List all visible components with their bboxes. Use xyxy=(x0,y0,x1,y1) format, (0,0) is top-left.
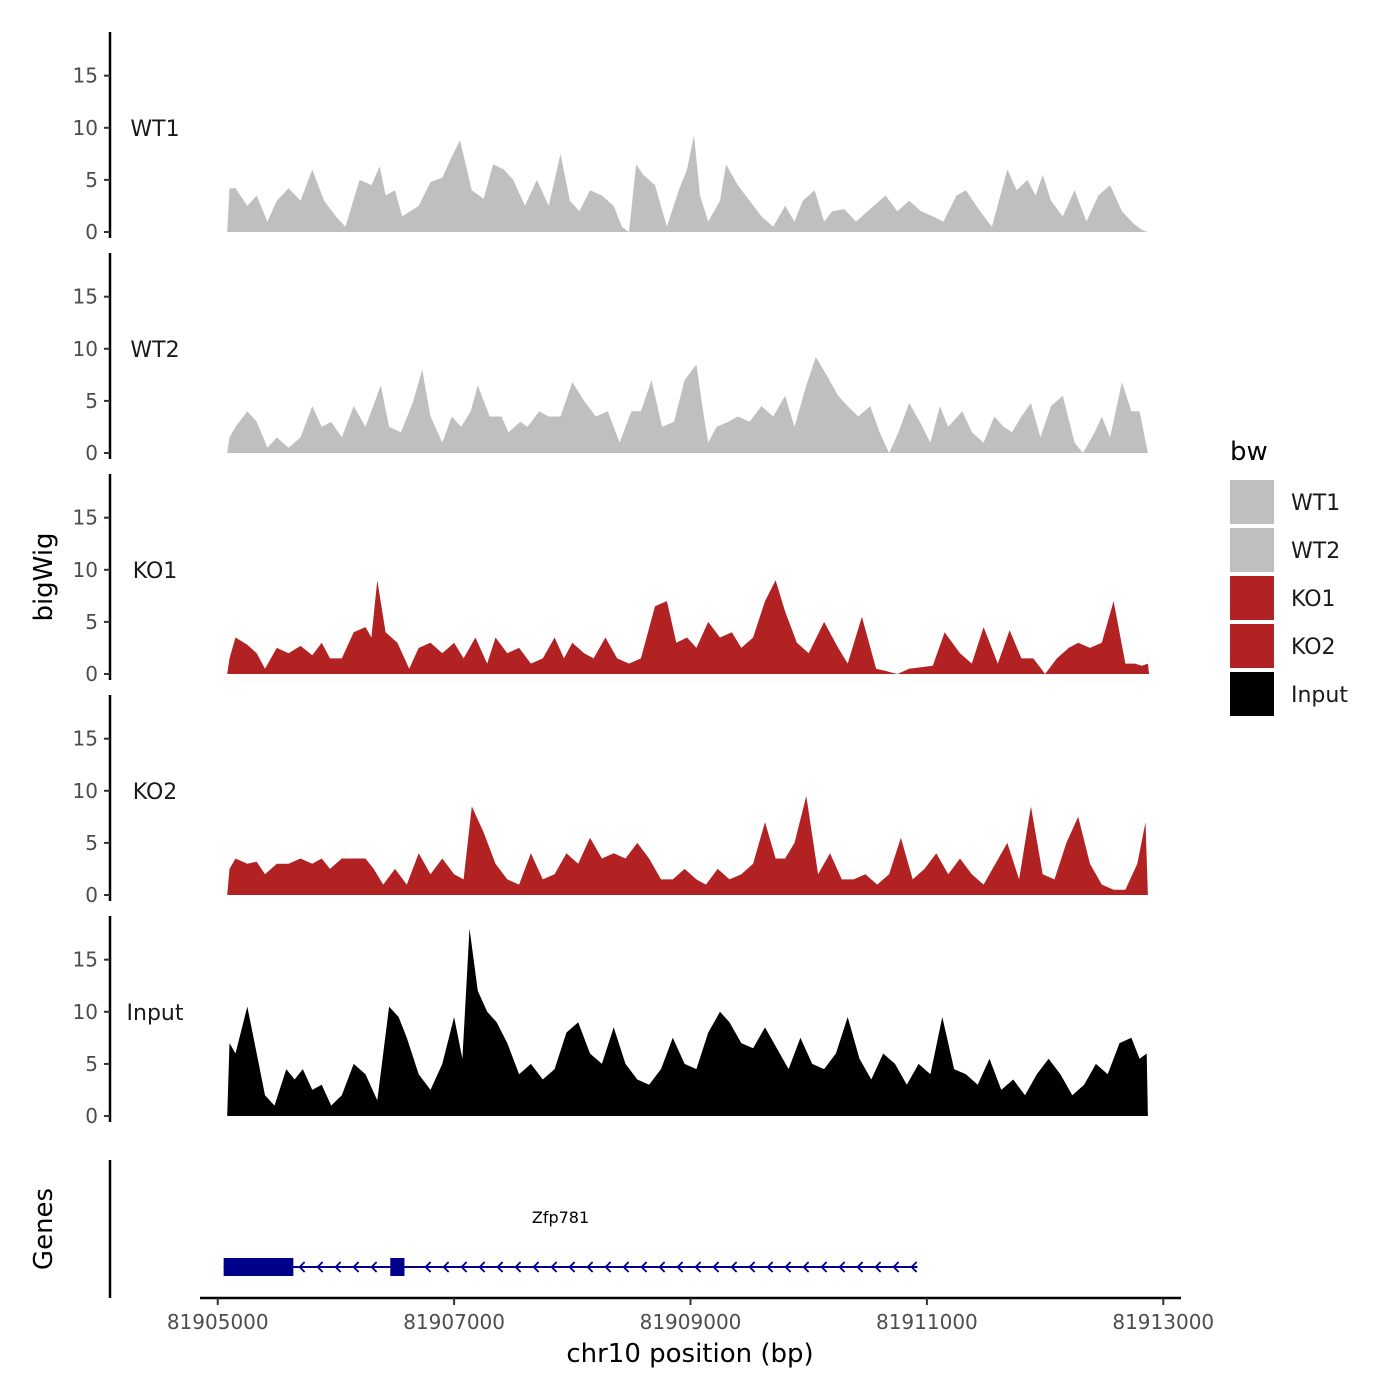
strand-arrow xyxy=(658,1261,666,1273)
legend-label-input: Input xyxy=(1291,683,1348,708)
gene-zfp781: Zfp781 xyxy=(223,1208,918,1276)
y-tick-label: 5 xyxy=(85,610,98,634)
strand-arrow xyxy=(712,1261,720,1273)
panel-wt2: 0 5 10 15 WT2 xyxy=(73,253,1148,465)
legend-key-wt2 xyxy=(1230,528,1274,572)
legend-key-ko1 xyxy=(1230,576,1274,620)
panel-label-wt2: WT2 xyxy=(130,338,179,363)
panel-ko1: 0 5 10 15 KO1 xyxy=(73,474,1150,686)
panel-input: 0 5 10 15 Input xyxy=(73,916,1148,1128)
y-tick-label: 10 xyxy=(73,779,98,803)
panel-label-ko2: KO2 xyxy=(133,780,178,805)
panel-ko2: 0 5 10 15 KO2 xyxy=(73,695,1148,907)
strand-arrow xyxy=(910,1261,918,1273)
y-tick-label: 5 xyxy=(85,389,98,413)
y-tick-label: 5 xyxy=(85,1052,98,1076)
strand-arrow xyxy=(316,1261,324,1273)
strand-arrow xyxy=(820,1261,828,1273)
strand-arrow xyxy=(676,1261,684,1273)
gene-label: Zfp781 xyxy=(532,1208,589,1227)
legend-title: bw xyxy=(1230,437,1268,467)
y-tick-label: 10 xyxy=(73,337,98,361)
strand-arrow xyxy=(298,1261,306,1273)
strand-arrow xyxy=(568,1261,576,1273)
strand-arrow xyxy=(766,1261,774,1273)
y-tick-label: 10 xyxy=(73,1000,98,1024)
y-tick-label: 0 xyxy=(85,441,98,465)
area-ko2 xyxy=(227,796,1148,895)
area-ko1 xyxy=(227,580,1150,674)
y-axis-title: bigWig xyxy=(29,532,59,621)
strand-arrow xyxy=(460,1261,468,1273)
strand-arrow xyxy=(442,1261,450,1273)
x-tick-label: 81911000 xyxy=(876,1310,978,1334)
y-tick-label: 0 xyxy=(85,220,98,244)
strand-arrow xyxy=(604,1261,612,1273)
strand-arrow xyxy=(622,1261,630,1273)
strand-arrow xyxy=(730,1261,738,1273)
strand-arrow xyxy=(748,1261,756,1273)
x-tick-label: 81913000 xyxy=(1112,1310,1214,1334)
legend-label-wt2: WT2 xyxy=(1291,539,1340,564)
strand-arrow xyxy=(550,1261,558,1273)
track-panels: 0 5 10 15 WT1 0 5 10 15 WT2 0 5 10 15 KO1 0 5 10 15 KO2 0 5 10… xyxy=(73,32,1150,1128)
y-tick-label: 0 xyxy=(85,883,98,907)
strand-arrow xyxy=(784,1261,792,1273)
gene-exon xyxy=(390,1258,405,1276)
legend-key-wt1 xyxy=(1230,480,1274,524)
y-tick-label: 15 xyxy=(73,64,98,88)
strand-arrow xyxy=(352,1261,360,1273)
y-tick-label: 10 xyxy=(73,558,98,582)
strand-arrow xyxy=(892,1261,900,1273)
y-tick-label: 5 xyxy=(85,831,98,855)
y-tick-label: 15 xyxy=(73,506,98,530)
strand-arrow xyxy=(334,1261,342,1273)
legend-label-wt1: WT1 xyxy=(1291,491,1340,516)
x-axis-title: chr10 position (bp) xyxy=(566,1339,813,1369)
panel-label-input: Input xyxy=(127,1001,184,1026)
y-tick-label: 0 xyxy=(85,1104,98,1128)
legend-label-ko1: KO1 xyxy=(1291,587,1336,612)
strand-arrow xyxy=(514,1261,522,1273)
x-axis: 81905000 81907000 81909000 81911000 81913000 xyxy=(167,1296,1214,1334)
y-tick-label: 15 xyxy=(73,948,98,972)
strand-arrow xyxy=(802,1261,810,1273)
gene-track-title: Genes xyxy=(29,1188,59,1270)
x-tick-label: 81909000 xyxy=(640,1310,742,1334)
y-tick-label: 10 xyxy=(73,116,98,140)
strand-arrow xyxy=(874,1261,882,1273)
x-tick-label: 81907000 xyxy=(403,1310,505,1334)
strand-arrow xyxy=(694,1261,702,1273)
y-tick-label: 15 xyxy=(73,727,98,751)
gene-exon xyxy=(223,1258,294,1276)
strand-arrow xyxy=(640,1261,648,1273)
strand-arrow xyxy=(496,1261,504,1273)
panel-label-wt1: WT1 xyxy=(130,117,179,142)
strand-arrow xyxy=(532,1261,540,1273)
strand-arrow xyxy=(838,1261,846,1273)
strand-arrow xyxy=(370,1261,378,1273)
legend-key-ko2 xyxy=(1230,624,1274,668)
gene-track: Zfp781 xyxy=(108,1160,918,1298)
legend-label-ko2: KO2 xyxy=(1291,635,1336,660)
area-input xyxy=(227,928,1148,1116)
panel-label-ko1: KO1 xyxy=(133,559,178,584)
area-wt2 xyxy=(227,357,1148,453)
x-tick-label: 81905000 xyxy=(167,1310,269,1334)
strand-arrow xyxy=(478,1261,486,1273)
strand-arrow xyxy=(856,1261,864,1273)
area-wt1 xyxy=(227,135,1148,232)
panel-wt1: 0 5 10 15 WT1 xyxy=(73,32,1148,244)
legend-key-input xyxy=(1230,672,1274,716)
strand-arrow xyxy=(586,1261,594,1273)
y-tick-label: 15 xyxy=(73,285,98,309)
strand-arrow xyxy=(424,1261,432,1273)
y-tick-label: 5 xyxy=(85,168,98,192)
legend: bw WT1 WT2 KO1 KO2 Input xyxy=(1230,437,1348,716)
y-tick-label: 0 xyxy=(85,662,98,686)
